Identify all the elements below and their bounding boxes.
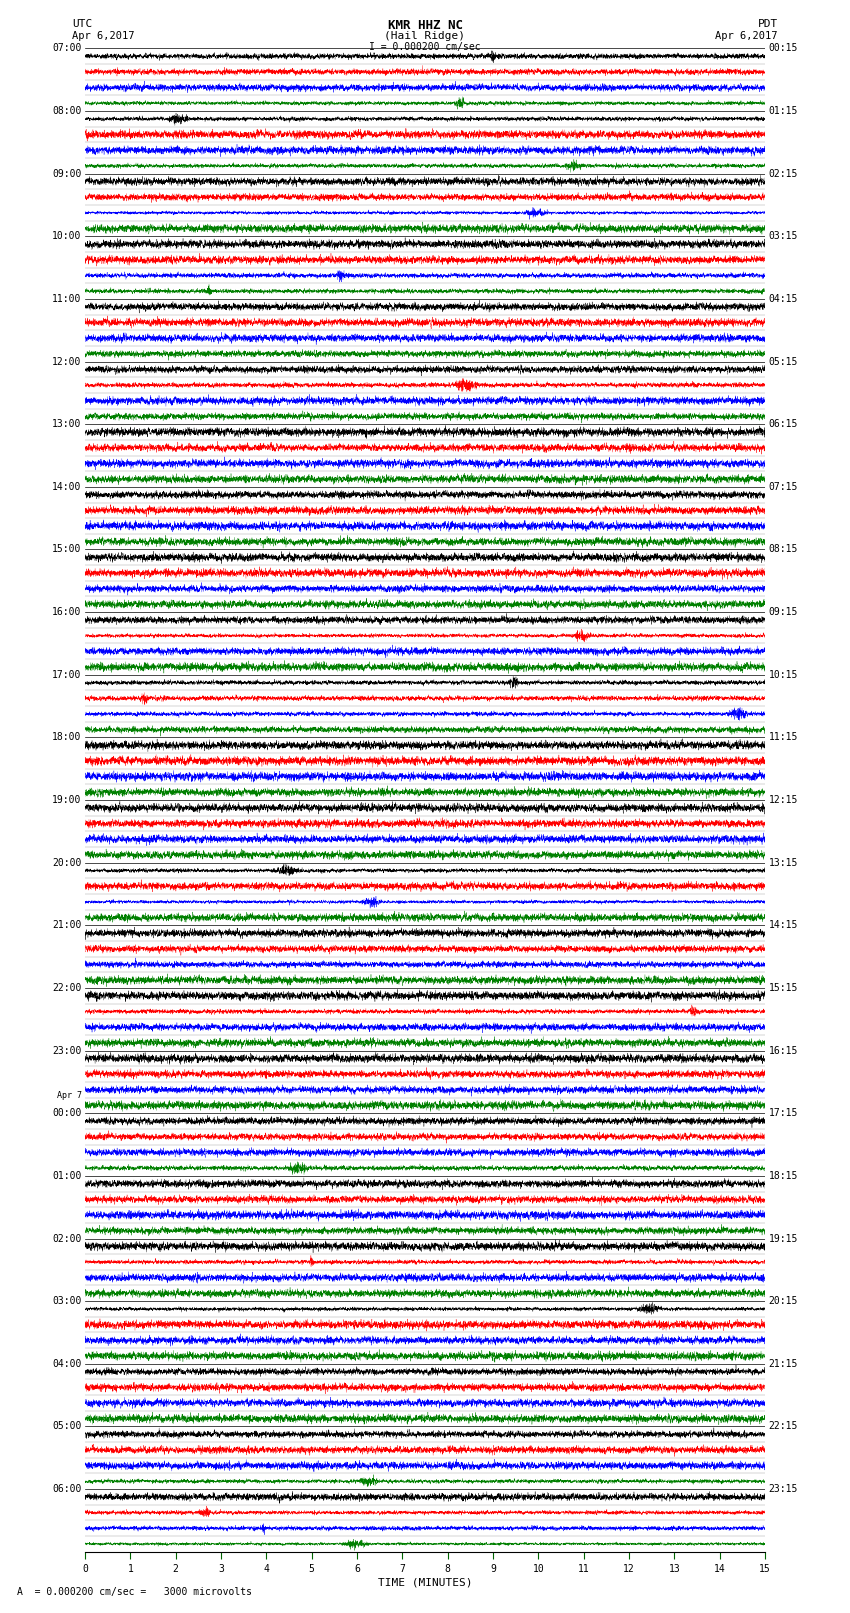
- Text: 15:15: 15:15: [768, 982, 798, 994]
- Text: 20:15: 20:15: [768, 1297, 798, 1307]
- Text: 21:15: 21:15: [768, 1358, 798, 1369]
- Text: 05:15: 05:15: [768, 356, 798, 366]
- Text: Apr 6,2017: Apr 6,2017: [72, 31, 135, 40]
- Text: 01:15: 01:15: [768, 106, 798, 116]
- Text: 02:15: 02:15: [768, 169, 798, 179]
- Text: 14:15: 14:15: [768, 921, 798, 931]
- Text: 22:15: 22:15: [768, 1421, 798, 1431]
- X-axis label: TIME (MINUTES): TIME (MINUTES): [377, 1578, 473, 1587]
- Text: 09:15: 09:15: [768, 606, 798, 618]
- Text: Apr 7: Apr 7: [57, 1090, 82, 1100]
- Text: I = 0.000200 cm/sec: I = 0.000200 cm/sec: [369, 42, 481, 52]
- Text: 07:15: 07:15: [768, 482, 798, 492]
- Text: 04:15: 04:15: [768, 294, 798, 303]
- Text: 03:15: 03:15: [768, 231, 798, 242]
- Text: 16:15: 16:15: [768, 1045, 798, 1055]
- Text: UTC: UTC: [72, 19, 93, 29]
- Text: PDT: PDT: [757, 19, 778, 29]
- Text: 11:00: 11:00: [52, 294, 82, 303]
- Text: 10:15: 10:15: [768, 669, 798, 679]
- Text: 08:15: 08:15: [768, 545, 798, 555]
- Text: 10:00: 10:00: [52, 231, 82, 242]
- Text: 05:00: 05:00: [52, 1421, 82, 1431]
- Text: 06:00: 06:00: [52, 1484, 82, 1494]
- Text: 19:00: 19:00: [52, 795, 82, 805]
- Text: 13:15: 13:15: [768, 858, 798, 868]
- Text: 11:15: 11:15: [768, 732, 798, 742]
- Text: 23:15: 23:15: [768, 1484, 798, 1494]
- Text: (Hail Ridge): (Hail Ridge): [384, 31, 466, 40]
- Text: 21:00: 21:00: [52, 921, 82, 931]
- Text: 03:00: 03:00: [52, 1297, 82, 1307]
- Text: 17:00: 17:00: [52, 669, 82, 679]
- Text: KMR HHZ NC: KMR HHZ NC: [388, 19, 462, 32]
- Text: 17:15: 17:15: [768, 1108, 798, 1118]
- Text: 18:00: 18:00: [52, 732, 82, 742]
- Text: 00:15: 00:15: [768, 44, 798, 53]
- Text: 18:15: 18:15: [768, 1171, 798, 1181]
- Text: 09:00: 09:00: [52, 169, 82, 179]
- Text: 15:00: 15:00: [52, 545, 82, 555]
- Text: 04:00: 04:00: [52, 1358, 82, 1369]
- Text: 22:00: 22:00: [52, 982, 82, 994]
- Text: 20:00: 20:00: [52, 858, 82, 868]
- Text: 12:00: 12:00: [52, 356, 82, 366]
- Text: 19:15: 19:15: [768, 1234, 798, 1244]
- Text: 00:00: 00:00: [52, 1108, 82, 1118]
- Text: 16:00: 16:00: [52, 606, 82, 618]
- Text: A  = 0.000200 cm/sec =   3000 microvolts: A = 0.000200 cm/sec = 3000 microvolts: [17, 1587, 252, 1597]
- Text: 13:00: 13:00: [52, 419, 82, 429]
- Text: Apr 6,2017: Apr 6,2017: [715, 31, 778, 40]
- Text: 07:00: 07:00: [52, 44, 82, 53]
- Text: 23:00: 23:00: [52, 1045, 82, 1055]
- Text: 01:00: 01:00: [52, 1171, 82, 1181]
- Text: 14:00: 14:00: [52, 482, 82, 492]
- Text: 12:15: 12:15: [768, 795, 798, 805]
- Text: 08:00: 08:00: [52, 106, 82, 116]
- Text: 06:15: 06:15: [768, 419, 798, 429]
- Text: 02:00: 02:00: [52, 1234, 82, 1244]
